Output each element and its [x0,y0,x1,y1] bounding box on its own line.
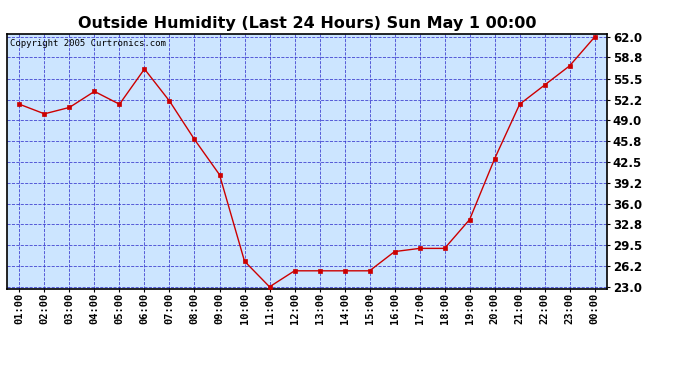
Text: Copyright 2005 Curtronics.com: Copyright 2005 Curtronics.com [10,39,166,48]
Title: Outside Humidity (Last 24 Hours) Sun May 1 00:00: Outside Humidity (Last 24 Hours) Sun May… [78,16,536,31]
